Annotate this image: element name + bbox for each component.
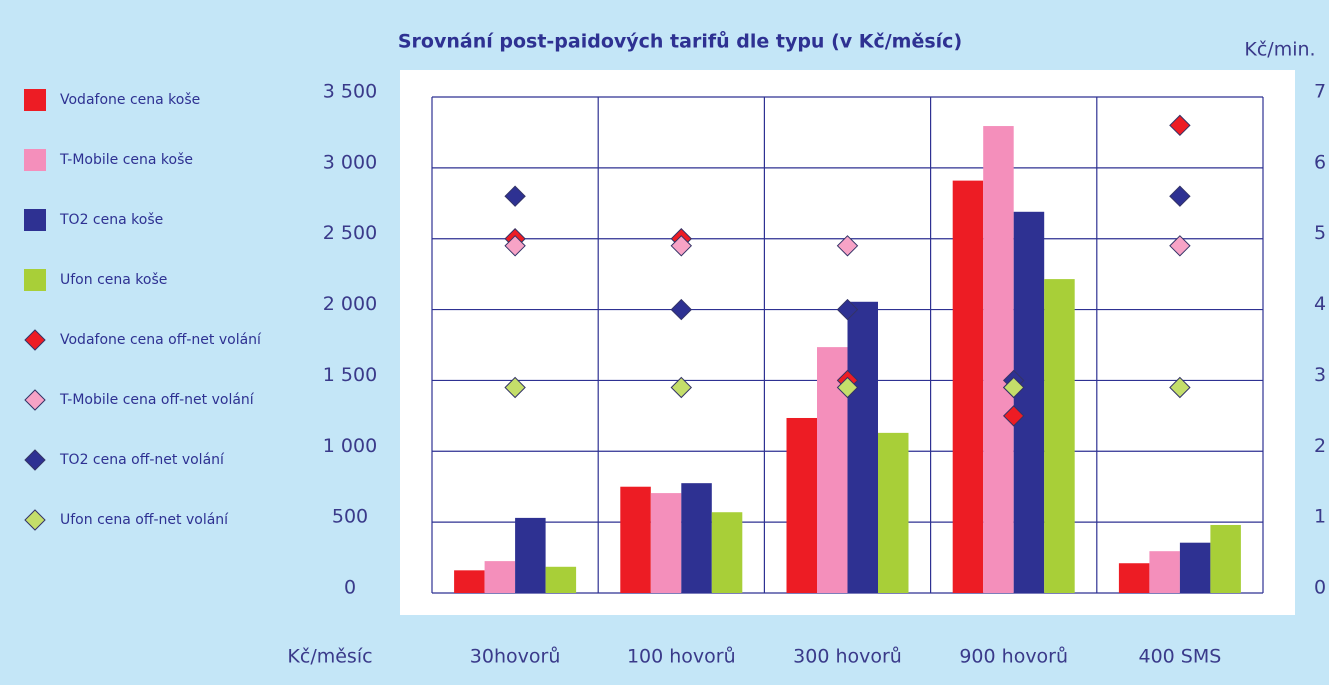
legend-label: Vodafone cena off-net volání [60, 332, 262, 348]
bar [786, 417, 817, 593]
legend-label: Vodafone cena koše [60, 92, 200, 108]
y2-tick-label: 4 [1314, 293, 1326, 315]
bar [1013, 211, 1045, 593]
legend-label: T-Mobile cena off-net volání [59, 392, 255, 408]
bar [1044, 279, 1075, 593]
y-tick-label: 0 [344, 577, 356, 599]
legend-swatch [24, 509, 46, 531]
diamond-marker [504, 185, 526, 207]
legend-label: Ufon cena off-net volání [60, 512, 229, 528]
diamond-marker [836, 376, 859, 399]
y2-tick-label: 0 [1314, 577, 1326, 599]
bar [711, 512, 743, 593]
bar [681, 483, 712, 593]
y2-tick-label: 1 [1314, 506, 1326, 528]
legend-swatch [24, 269, 46, 291]
diamond-marker [504, 235, 526, 257]
bar [515, 517, 546, 593]
legend-swatch [24, 149, 46, 171]
bar [878, 432, 909, 593]
legend-label: TO2 cena off-net volání [59, 452, 225, 468]
diamond-marker [670, 376, 693, 399]
diamond-marker [670, 235, 693, 257]
legend-label: Ufon cena koše [60, 272, 167, 288]
bar [484, 561, 516, 593]
diamond-marker [1002, 405, 1025, 427]
legend-swatch [24, 389, 46, 411]
bar [1149, 551, 1180, 593]
y2-tick-label: 2 [1314, 435, 1326, 457]
y-tick-label: 500 [332, 506, 368, 528]
y-tick-label: 3 000 [323, 151, 377, 173]
legend-label: TO2 cena koše [59, 212, 163, 228]
diamond-marker [836, 298, 859, 321]
diamond-marker [836, 235, 859, 257]
diamond-marker [1169, 376, 1191, 399]
legend-swatch [24, 209, 46, 231]
diamond-marker [1002, 376, 1025, 399]
y2-tick-label: 5 [1314, 222, 1326, 244]
legend-swatch [24, 89, 46, 111]
bar [983, 126, 1014, 594]
diamond-marker [1169, 114, 1191, 137]
y-axis-label: Kč/měsíc [287, 646, 372, 668]
bar [952, 180, 984, 593]
x-tick-label: 100 hovorů [627, 646, 736, 668]
bar [650, 493, 682, 593]
x-tick-label: 400 SMS [1138, 646, 1221, 668]
bar [1179, 542, 1211, 593]
x-tick-label: 900 hovorů [959, 646, 1068, 668]
diamond-marker [670, 298, 693, 321]
legend-swatch [24, 449, 46, 471]
legend-label: T-Mobile cena koše [59, 152, 193, 168]
diamond-marker [504, 376, 526, 399]
bar [454, 570, 485, 593]
y-tick-label: 2 500 [323, 222, 377, 244]
y-tick-label: 3 500 [323, 81, 377, 103]
bar [1118, 563, 1150, 593]
y2-tick-label: 3 [1314, 364, 1326, 386]
chart-title: Srovnání post-paidových tarifů dle typu … [398, 30, 962, 53]
y-tick-label: 2 000 [323, 293, 377, 315]
y2-tick-label: 7 [1314, 81, 1326, 103]
x-tick-label: 30hovorů [470, 646, 561, 668]
bar [1210, 524, 1241, 593]
y2-tick-label: 6 [1314, 151, 1326, 173]
y-tick-label: 1 000 [323, 435, 377, 457]
bar [545, 566, 577, 593]
diamond-marker [1169, 185, 1191, 207]
bar [620, 486, 651, 593]
y2-axis-label: Kč/min. [1244, 39, 1315, 61]
x-tick-label: 300 hovorů [793, 646, 902, 668]
legend-swatch [24, 329, 46, 351]
y-tick-label: 1 500 [323, 364, 377, 386]
bar [847, 301, 878, 593]
diamond-marker [1169, 235, 1191, 257]
